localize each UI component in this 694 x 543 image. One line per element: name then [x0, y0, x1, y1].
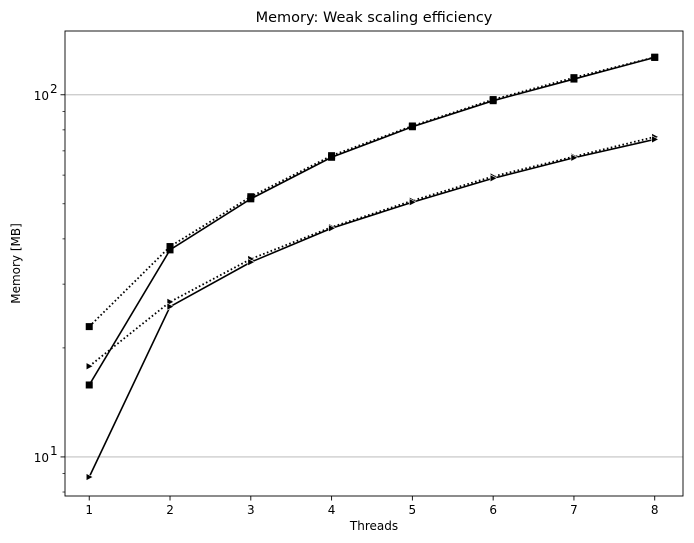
x-tick-label: 2: [166, 503, 174, 517]
data-point: [409, 198, 417, 207]
data-point: [85, 472, 94, 482]
series-line: [88, 56, 655, 386]
y-tick-exponent: 1: [50, 444, 58, 458]
x-tick-label: 8: [651, 503, 659, 517]
series-layer: [85, 53, 660, 482]
x-tick-label: 4: [328, 503, 336, 517]
series-line: [88, 56, 655, 328]
y-axis-title: Memory [MB]: [9, 223, 23, 304]
y-tick-label: 10: [34, 451, 49, 465]
gridlines: [65, 94, 683, 458]
x-tick-label: 6: [489, 503, 497, 517]
series-line: [88, 136, 655, 367]
x-tick-label: 5: [409, 503, 417, 517]
data-point: [247, 258, 256, 267]
data-point: [651, 135, 660, 144]
data-point: [570, 75, 578, 83]
data-point: [328, 153, 336, 161]
y-tick-label: 10: [34, 89, 49, 103]
data-point: [166, 246, 174, 254]
data-point: [247, 195, 255, 203]
x-axis-title: Threads: [349, 519, 398, 533]
data-point: [570, 153, 579, 162]
data-point: [651, 53, 659, 61]
data-point: [408, 123, 416, 131]
data-point: [85, 323, 93, 331]
data-point: [328, 224, 337, 233]
y-tick-exponent: 2: [50, 82, 58, 96]
series-2: [85, 53, 659, 389]
x-tick-label: 3: [247, 503, 255, 517]
series-line: [88, 138, 655, 478]
series-4: [85, 135, 660, 482]
chart-title: Memory: Weak scaling efficiency: [256, 10, 493, 26]
plot-frame: [64, 30, 684, 497]
data-point: [489, 97, 497, 105]
x-tick-label: 1: [85, 503, 93, 517]
data-point: [166, 302, 175, 311]
data-point: [85, 381, 93, 389]
data-point: [85, 362, 94, 371]
data-point: [489, 174, 498, 183]
x-tick-label: 7: [570, 503, 578, 517]
